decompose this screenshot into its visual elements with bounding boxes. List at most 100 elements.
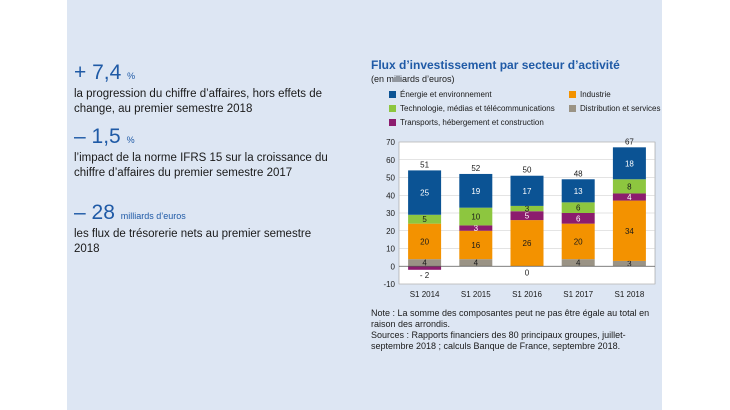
y-tick-label: 40 (386, 191, 395, 200)
bar-segment (612, 179, 646, 194)
data-label: 5 (422, 215, 427, 224)
x-tick-label: S1 2018 (614, 290, 644, 299)
data-label: 26 (523, 239, 532, 248)
kpi-value: + 7,4 (74, 61, 122, 84)
bar-segment (408, 259, 442, 267)
data-label: 4 (627, 193, 632, 202)
data-label: 6 (576, 204, 581, 213)
bar-segment (510, 220, 544, 267)
data-label: 3 (525, 205, 530, 214)
y-tick-label: -10 (383, 280, 395, 289)
x-tick-label: S1 2017 (563, 290, 593, 299)
y-tick-label: 30 (386, 209, 395, 218)
legend-item-technologie: Technologie, médias et télécommunication… (389, 104, 555, 113)
legend-swatch (389, 119, 396, 126)
y-tick-label: 20 (386, 227, 395, 236)
data-label: 10 (471, 213, 480, 222)
legend-swatch (389, 91, 396, 98)
data-label: 19 (471, 187, 480, 196)
data-label: 6 (576, 214, 581, 223)
bar-segment (459, 173, 493, 208)
data-label: 3 (474, 224, 479, 233)
kpi-description: la progression du chiffre d’affaires, ho… (74, 88, 323, 115)
kpi-description: l’impact de la norme IFRS 15 sur la croi… (74, 152, 328, 179)
total-label: 67 (625, 137, 634, 146)
legend-item-distribution: Distribution et services (569, 104, 660, 113)
bar-segment (612, 200, 646, 261)
legend-label: Transports, hébergement et construction (400, 118, 544, 127)
y-tick-label: 50 (386, 174, 395, 183)
kpi-value: – 28 (74, 201, 115, 224)
kpi-ifrs15-impact: – 1,5 % l’impact de la norme IFRS 15 sur… (74, 126, 334, 181)
legend-label: Industrie (580, 90, 611, 99)
bar-segment (612, 193, 646, 201)
data-label: 0 (525, 268, 530, 277)
data-label: 8 (627, 182, 632, 191)
total-label: 52 (471, 164, 480, 173)
data-label: 4 (422, 259, 427, 268)
data-label: 16 (471, 241, 480, 250)
data-label: 5 (525, 212, 530, 221)
bar-segment (408, 170, 442, 215)
bar-segment (561, 223, 595, 260)
legend-swatch (389, 105, 396, 112)
kpi-revenue-growth: + 7,4 % la progression du chiffre d’affa… (74, 62, 334, 117)
total-label: 50 (523, 166, 532, 175)
total-label: 51 (420, 160, 429, 169)
data-label: 20 (420, 237, 429, 246)
bar-segment (561, 213, 595, 224)
bar-segment (408, 223, 442, 260)
bar-segment (612, 260, 646, 267)
bar-segment (561, 179, 595, 203)
bar-segment (561, 259, 595, 267)
legend-item-transports: Transports, hébergement et construction (389, 118, 544, 127)
bar-segment (459, 207, 493, 226)
legend-label: Technologie, médias et télécommunication… (400, 104, 555, 113)
data-label: 20 (574, 237, 583, 246)
data-label: 4 (576, 259, 581, 268)
kpi-unit: % (127, 71, 136, 81)
kpi-unit: % (126, 135, 135, 145)
kpi-cash-flow: – 28 milliards d’euros les flux de tréso… (74, 202, 334, 257)
bar-segment (459, 225, 493, 231)
total-label: 48 (574, 169, 583, 178)
data-label: 3 (627, 260, 632, 269)
legend-swatch (569, 105, 576, 112)
note-text: Note : La somme des composantes peut ne … (371, 308, 650, 329)
kpi-description: les flux de trésorerie nets au premier s… (74, 228, 312, 255)
legend-label: Distribution et services (580, 104, 661, 113)
data-label: - 2 (420, 271, 430, 280)
data-label: 4 (474, 259, 479, 268)
chart-subtitle: (en milliards d’euros) (371, 74, 455, 84)
x-tick-label: S1 2015 (461, 290, 491, 299)
legend-item-energie: Énergie et environnement (389, 90, 492, 99)
y-tick-label: 70 (386, 138, 395, 147)
kpi-value: – 1,5 (74, 125, 121, 148)
bar-segment (459, 259, 493, 267)
y-tick-label: 10 (386, 245, 395, 254)
kpi-unit: milliards d’euros (120, 211, 186, 221)
data-label: 13 (574, 187, 583, 196)
data-label: 25 (420, 189, 429, 198)
bar-segment (510, 211, 544, 221)
data-label: 18 (625, 159, 634, 168)
x-tick-label: S1 2016 (512, 290, 542, 299)
sources-text: Sources : Rapports financiers des 80 pri… (371, 330, 626, 351)
y-tick-label: 0 (391, 262, 396, 271)
bar-segment (459, 230, 493, 260)
bar-segment (510, 205, 544, 212)
y-tick-label: 60 (386, 156, 395, 165)
legend-label: Énergie et environnement (400, 90, 492, 99)
bar-segment (510, 175, 544, 206)
bar-segment (561, 202, 595, 213)
legend-item-industrie: Industrie (569, 90, 611, 99)
bar-segment (612, 147, 646, 180)
x-tick-label: S1 2014 (410, 290, 440, 299)
bar-segment (408, 266, 442, 270)
data-label: 17 (523, 187, 532, 196)
legend-swatch (569, 91, 576, 98)
bar-segment (408, 214, 442, 224)
chart-title: Flux d’investissement par secteur d’acti… (371, 58, 620, 72)
chart-notes: Note : La somme des composantes peut ne … (371, 308, 661, 352)
